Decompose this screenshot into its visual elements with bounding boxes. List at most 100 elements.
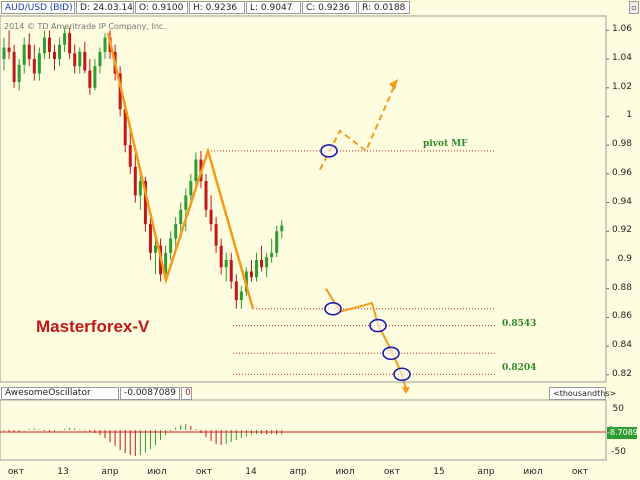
price-tick-label: 0.9 — [617, 254, 632, 264]
range-readout: R: 0.0188 — [358, 1, 410, 14]
price-tick-label: 1.02 — [611, 81, 632, 92]
candle-body — [73, 53, 77, 67]
candle-body — [128, 145, 132, 167]
candle-body — [164, 252, 168, 275]
candle-body — [239, 291, 243, 301]
candle-body — [194, 159, 198, 182]
osc-tick-50: 50 — [612, 404, 624, 414]
price-tick-label: 1.06 — [611, 24, 632, 35]
level-marker-ellipse — [320, 144, 338, 158]
candle-body — [143, 181, 147, 225]
price-tick-label: 1 — [626, 110, 632, 121]
time-tick-label: окт — [383, 467, 401, 477]
oscillator-panel-border — [0, 399, 607, 461]
level-marker-ellipse — [324, 301, 342, 316]
candle-body — [204, 181, 208, 210]
price-tick-label: 0.98 — [611, 139, 632, 150]
price-tick-label: 0.96 — [611, 167, 632, 178]
candle-body — [123, 109, 127, 146]
candle-body — [17, 64, 21, 83]
candle-body — [265, 257, 269, 268]
candle-body — [209, 209, 213, 225]
candle-body — [154, 245, 157, 253]
time-tick-label: 14 — [245, 467, 257, 477]
panel-toggle-button[interactable]: ▫ — [629, 1, 639, 14]
candle-body — [2, 47, 6, 60]
candle-body — [148, 224, 152, 253]
candle-body — [93, 66, 97, 88]
candle-body — [184, 195, 188, 210]
candle-body — [234, 281, 238, 301]
oscillator-value: -0.0087089 — [120, 387, 180, 400]
open-readout: O: 0.9100 — [135, 1, 188, 14]
candle-body — [83, 51, 87, 71]
candle-body — [224, 260, 228, 268]
price-panel-border — [0, 15, 607, 383]
wave-lines — [106, 32, 410, 395]
price-tick-label: 0.86 — [611, 311, 632, 322]
time-tick-label: апр — [289, 467, 307, 477]
date-readout: D: 24.03.14 — [76, 1, 134, 14]
time-tick-label: 13 — [57, 467, 69, 477]
candle-body — [229, 260, 233, 282]
oscillator-current-badge: -8.7089 — [607, 427, 638, 439]
wave-path — [106, 32, 255, 310]
oscillator-units: <thousandths> — [549, 387, 616, 400]
candle-body — [179, 209, 183, 225]
candle-body — [12, 51, 16, 83]
high-readout: H: 0.9236 — [189, 1, 245, 14]
candle-body — [58, 44, 62, 60]
candle-body — [63, 33, 67, 45]
price-tick-label: 0.84 — [611, 340, 632, 351]
price-tick-label: 0.92 — [611, 225, 632, 236]
osc-tick-minus-50: -50 — [611, 447, 626, 457]
time-tick-label: окт — [571, 467, 589, 477]
candle-body — [275, 231, 279, 253]
level-marker-ellipse — [369, 318, 387, 333]
oscillator-flag: 0 — [181, 387, 192, 400]
scenario-down-arrow — [402, 387, 410, 395]
candle-body — [219, 245, 223, 268]
level-label-8543: 0.8543 — [502, 319, 537, 329]
candle-body — [42, 37, 46, 54]
level-lines — [208, 150, 496, 375]
candle-body — [214, 224, 218, 246]
candle-body — [78, 51, 82, 67]
candle-body — [118, 73, 122, 110]
time-tick-label: июл — [523, 467, 543, 477]
candle-body — [249, 271, 253, 278]
candle-body — [22, 44, 26, 65]
candle-body — [189, 181, 193, 196]
candle-body — [174, 224, 178, 239]
price-tick-label: 0.82 — [611, 368, 632, 379]
time-tick-label: июл — [335, 467, 355, 477]
time-tick-label: 15 — [433, 467, 445, 477]
candle-body — [37, 53, 41, 74]
candle-body — [280, 225, 284, 232]
time-tick-label: апр — [101, 467, 119, 477]
time-tick-label: апр — [477, 467, 495, 477]
time-tick-label: июл — [147, 467, 167, 477]
symbol-label[interactable]: AUD/USD (BID) 3 y W — [1, 1, 75, 14]
candle-body — [169, 238, 173, 253]
close-readout: C: 0.9236 — [302, 1, 357, 14]
oscillator-histogram — [3, 424, 283, 456]
candle-body — [68, 33, 72, 54]
level-label-8204: 0.8204 — [502, 363, 537, 373]
low-readout: L: 0.9047 — [246, 1, 301, 14]
candle-body — [32, 59, 36, 74]
level-marker-ellipse — [382, 346, 400, 361]
candle-body — [27, 44, 31, 60]
price-tick-label: 0.94 — [611, 196, 632, 207]
candle-body — [138, 181, 142, 196]
oscillator-name[interactable]: AwesomeOscillator — [1, 387, 119, 400]
candle-body — [270, 252, 274, 258]
brand-label: Masterforex-V — [36, 317, 150, 336]
scenario-up-arrow — [389, 79, 398, 91]
copyright-text: 2014 © TD Ameritrade IP Company, Inc. — [4, 22, 166, 31]
candle-body — [260, 260, 264, 268]
candle-body — [133, 166, 137, 196]
pivot-label: pivot MF — [423, 139, 468, 149]
candle-body — [53, 51, 56, 60]
